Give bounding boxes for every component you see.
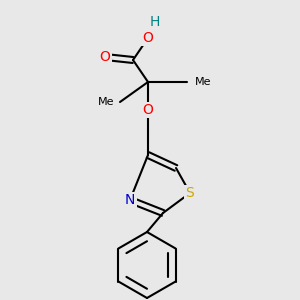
Text: Me: Me <box>98 97 114 107</box>
Text: H: H <box>150 15 160 29</box>
Text: N: N <box>125 193 135 207</box>
Text: O: O <box>100 50 110 64</box>
Text: O: O <box>142 31 153 45</box>
Text: O: O <box>142 103 153 117</box>
Text: Me: Me <box>195 77 211 87</box>
Text: S: S <box>186 186 194 200</box>
